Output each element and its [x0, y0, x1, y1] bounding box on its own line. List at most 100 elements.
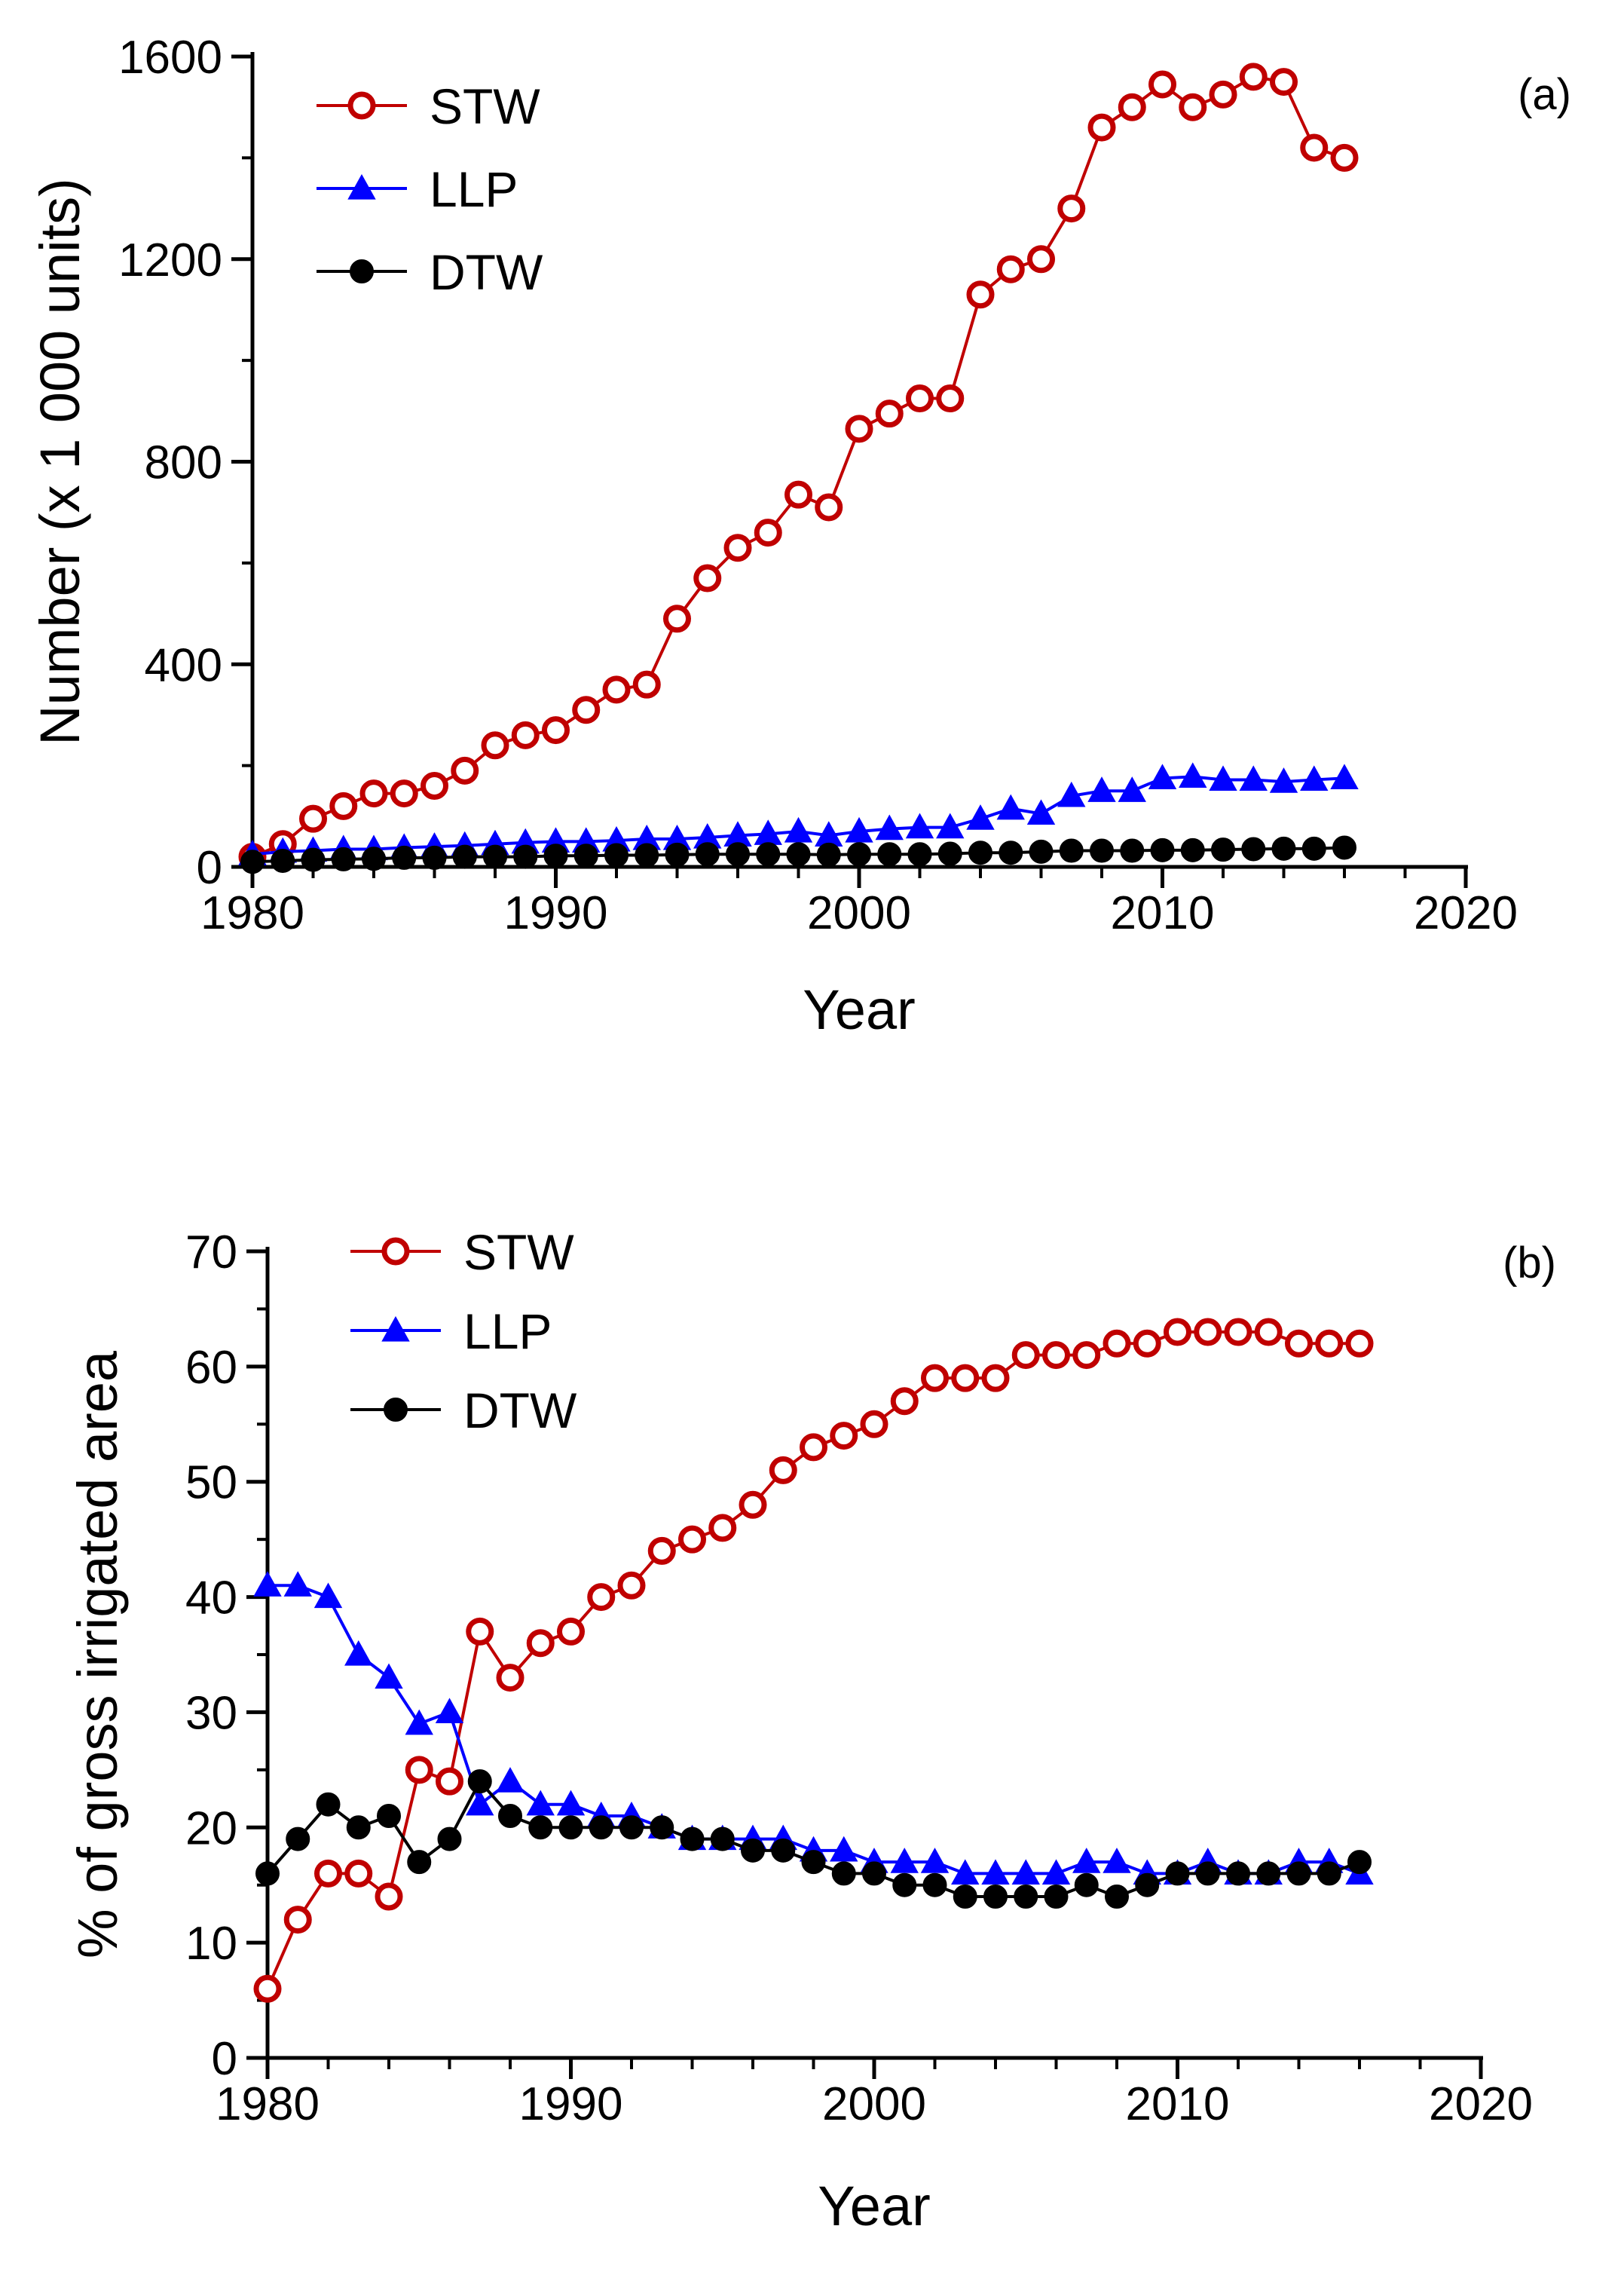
data-point-stw	[1345, 1329, 1374, 1358]
data-point-dtw	[847, 842, 871, 867]
series-stw	[238, 63, 1359, 871]
data-point-dtw	[377, 1804, 401, 1828]
data-point-dtw	[604, 843, 628, 868]
data-point-llp	[1209, 765, 1237, 792]
data-point-dtw	[1226, 1861, 1250, 1886]
data-point-dtw	[619, 1815, 644, 1840]
data-point-dtw	[1059, 838, 1084, 863]
data-point-dtw	[1332, 835, 1356, 860]
data-point-stw	[1194, 1318, 1222, 1346]
data-point-dtw	[255, 1861, 280, 1886]
data-point-llp	[283, 1571, 312, 1597]
data-point-dtw	[422, 845, 447, 870]
data-point-dtw	[573, 844, 598, 868]
data-point-dtw	[528, 1815, 553, 1840]
data-point-dtw	[301, 847, 326, 872]
data-point-dtw	[1347, 1850, 1372, 1875]
data-point-llp	[556, 1790, 586, 1816]
data-point-stw	[421, 772, 448, 800]
data-point-dtw	[271, 848, 295, 873]
data-point-stw	[253, 1974, 282, 2003]
data-point-stw	[966, 280, 995, 309]
data-point-dtw	[877, 842, 902, 867]
data-point-dtw	[999, 840, 1023, 865]
legend-marker	[350, 259, 374, 283]
data-point-llp	[981, 1859, 1010, 1885]
data-point-stw	[1285, 1329, 1313, 1358]
data-point-llp	[1239, 765, 1268, 792]
data-point-stw	[739, 1490, 767, 1519]
data-point-stw	[572, 696, 601, 724]
data-point-stw	[283, 1906, 312, 1934]
data-point-stw	[830, 1422, 858, 1450]
data-point-stw	[1133, 1329, 1161, 1358]
data-point-stw	[314, 1859, 342, 1888]
data-point-llp	[1179, 762, 1207, 788]
data-point-llp	[905, 813, 934, 839]
y-tick-label: 1600	[118, 32, 222, 84]
data-point-llp	[936, 813, 965, 839]
data-point-dtw	[710, 1826, 735, 1851]
data-point-dtw	[771, 1838, 796, 1863]
data-point-stw	[981, 1364, 1010, 1392]
data-point-llp	[920, 1848, 950, 1873]
data-point-dtw	[922, 1872, 947, 1897]
data-point-dtw	[907, 842, 932, 867]
data-point-stw	[1027, 245, 1055, 274]
data-point-stw	[784, 480, 812, 509]
data-point-stw	[663, 605, 691, 633]
data-point-stw	[875, 400, 904, 428]
data-point-llp	[845, 816, 873, 843]
legend-label: DTW	[463, 1382, 577, 1438]
data-point-dtw	[1195, 1861, 1220, 1886]
data-point-dtw	[1029, 839, 1054, 864]
y-tick-label: 1200	[118, 234, 222, 286]
data-point-stw	[860, 1410, 888, 1438]
data-point-llp	[526, 1790, 555, 1816]
series-line-stw	[252, 75, 1345, 859]
data-point-dtw	[1135, 1872, 1160, 1897]
y-tick-label: 40	[185, 1572, 237, 1624]
data-point-dtw	[695, 842, 720, 867]
data-point-dtw	[346, 1815, 371, 1840]
data-point-llp	[1057, 781, 1086, 807]
x-tick-label: 2010	[1111, 887, 1215, 939]
data-point-llp	[405, 1709, 433, 1735]
legend-item-dtw: DTW	[350, 1382, 577, 1438]
legend-item-stw: STW	[317, 78, 540, 134]
data-point-llp	[996, 794, 1025, 820]
data-point-llp	[875, 814, 904, 840]
data-point-llp	[1148, 764, 1177, 790]
data-point-stw	[329, 792, 358, 820]
data-point-dtw	[331, 847, 356, 871]
data-point-llp	[1011, 1859, 1040, 1885]
data-point-dtw	[392, 845, 417, 870]
legend-label: DTW	[430, 244, 543, 300]
data-point-stw	[1330, 143, 1359, 172]
data-point-dtw	[1044, 1885, 1069, 1909]
legend-label: STW	[430, 78, 540, 134]
data-point-dtw	[543, 844, 568, 868]
data-point-stw	[1148, 70, 1176, 99]
legend-marker	[347, 91, 376, 120]
legend-label: LLP	[430, 161, 518, 217]
data-point-stw	[526, 1629, 555, 1658]
data-point-stw	[647, 1536, 676, 1565]
legend-marker	[381, 1237, 410, 1266]
data-point-dtw	[1180, 837, 1205, 862]
legend-label: LLP	[463, 1303, 552, 1359]
data-point-stw	[951, 1364, 980, 1392]
data-point-dtw	[1120, 838, 1145, 863]
data-point-dtw	[635, 843, 659, 868]
data-point-dtw	[680, 1826, 705, 1851]
y-tick-label: 30	[185, 1687, 237, 1739]
data-point-llp	[830, 1836, 858, 1862]
data-point-dtw	[437, 1826, 462, 1851]
data-point-stw	[405, 1756, 433, 1784]
data-point-dtw	[483, 844, 507, 869]
data-point-stw	[921, 1364, 949, 1392]
data-point-stw	[1270, 68, 1298, 96]
data-point-stw	[754, 519, 782, 547]
data-point-stw	[723, 534, 752, 562]
